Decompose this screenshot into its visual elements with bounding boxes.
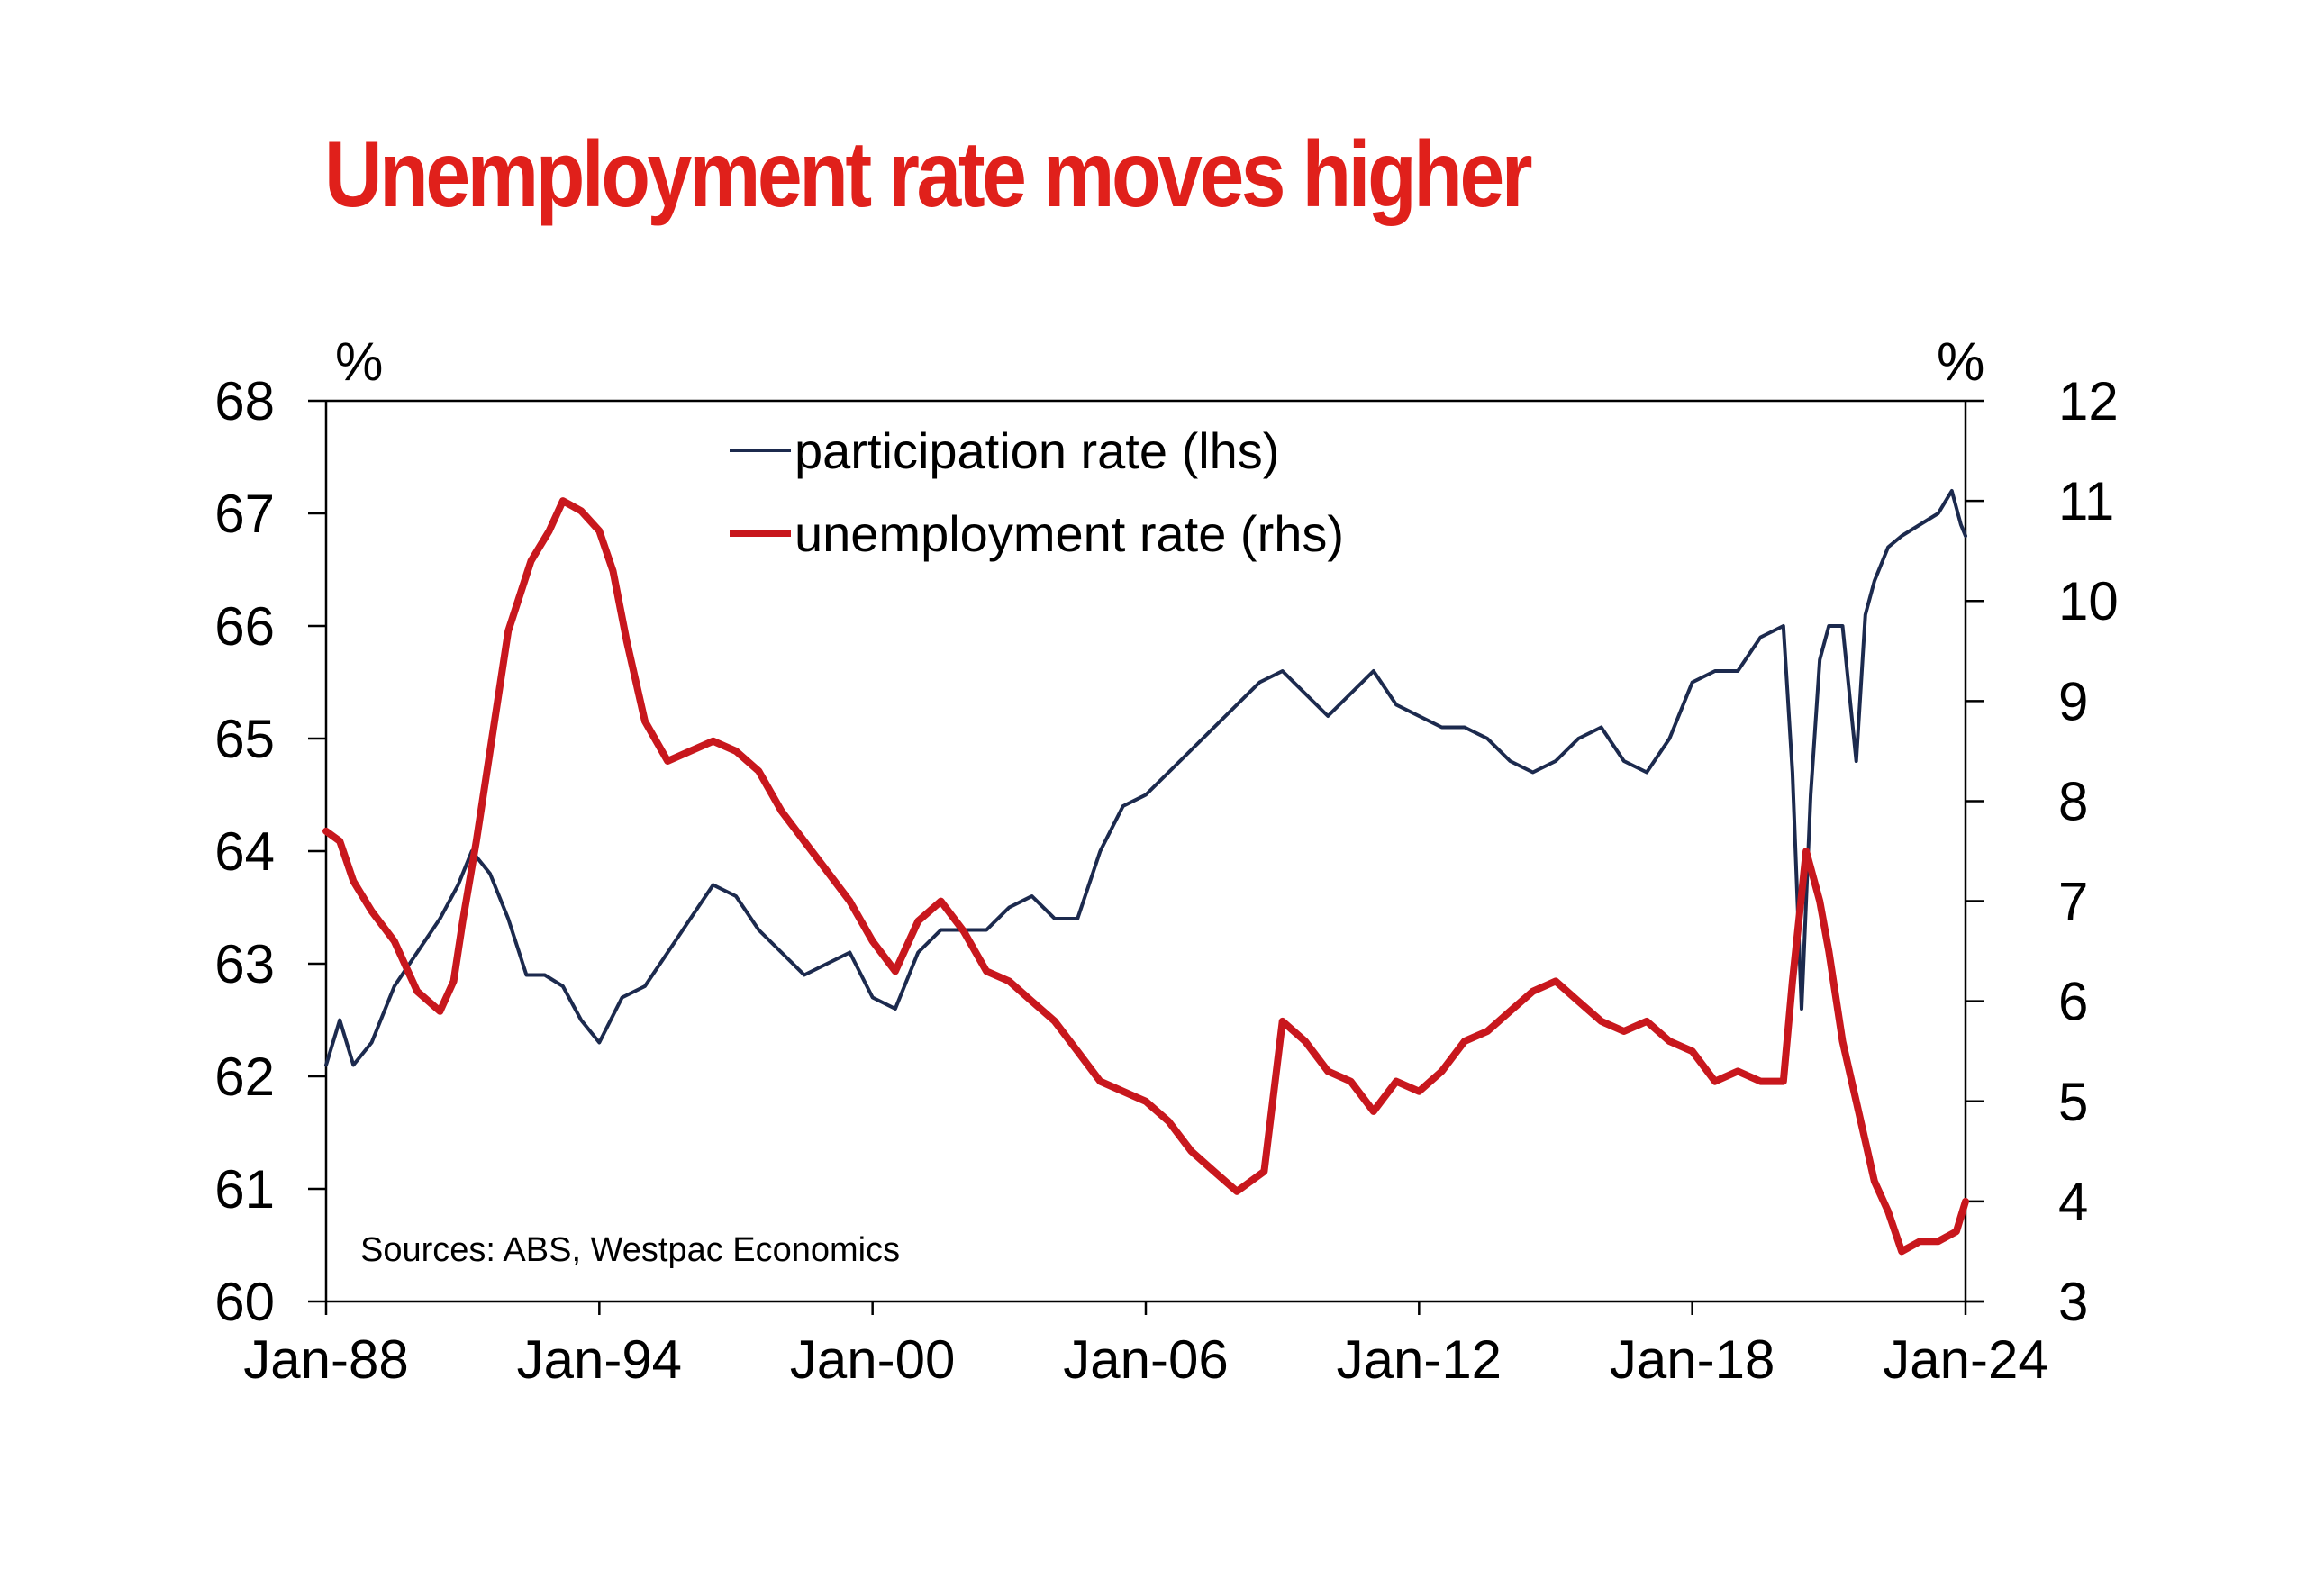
right-axis-tick-label: 11: [2058, 471, 2114, 531]
source-note: Sources: ABS, Westpac Economics: [360, 1231, 900, 1269]
left-axis-tick-label: 67: [214, 484, 275, 544]
left-axis-tick-label: 66: [214, 596, 275, 657]
right-axis-tick-label: 5: [2058, 1072, 2088, 1132]
participation-rate-line: [324, 489, 1967, 1067]
right-axis-tick-label: 6: [2058, 972, 2088, 1032]
left-axis-tick-label: 62: [214, 1047, 275, 1107]
right-axis-tick-label: 10: [2058, 571, 2119, 631]
x-axis-tick-label: Jan-06: [1063, 1329, 1228, 1390]
left-axis-tick-label: 63: [214, 934, 275, 994]
right-axis-unit: %: [1937, 331, 1984, 392]
x-axis-tick-label: Jan-00: [790, 1329, 955, 1390]
right-axis-tick-label: 3: [2058, 1272, 2088, 1332]
page-title: Unemployment rate moves higher: [324, 122, 1533, 227]
left-axis-tick-label: 65: [214, 709, 275, 769]
legend: participation rate (lhs) unemployment rat…: [730, 422, 1344, 562]
x-axis-tick-label: Jan-94: [517, 1329, 682, 1390]
left-axis-tick-label: 68: [214, 371, 275, 431]
left-y-axis: 60 61 62 63 64 65 66 67 68: [214, 371, 326, 1332]
right-axis-tick-label: 7: [2058, 872, 2088, 932]
unemployment-rate-line: [322, 497, 1969, 1256]
legend-label-unemployment: unemployment rate (rhs): [794, 505, 1344, 562]
x-axis-tick-label: Jan-12: [1337, 1329, 1502, 1390]
right-axis-tick-label: 8: [2058, 771, 2088, 831]
x-axis-tick-label: Jan-18: [1610, 1329, 1775, 1390]
left-axis-tick-label: 64: [214, 821, 275, 882]
x-axis-tick-label: Jan-24: [1883, 1329, 2047, 1390]
left-axis-unit: %: [335, 331, 383, 392]
x-axis: Jan-88 Jan-94 Jan-00 Jan-06 Jan-12 Jan-18 Jan-…: [243, 1301, 2048, 1390]
series-layer: [322, 489, 1969, 1256]
right-axis-tick-label: 9: [2058, 671, 2088, 731]
right-y-axis: 3 4 5 6 7 8 9 10 11 12: [1966, 371, 2119, 1332]
left-axis-tick-label: 61: [214, 1159, 275, 1220]
x-axis-tick-label: Jan-88: [243, 1329, 408, 1390]
legend-label-participation: participation rate (lhs): [794, 422, 1279, 479]
right-axis-tick-label: 4: [2058, 1172, 2088, 1232]
right-axis-tick-label: 12: [2058, 371, 2119, 431]
left-axis-tick-label: 60: [214, 1272, 275, 1332]
